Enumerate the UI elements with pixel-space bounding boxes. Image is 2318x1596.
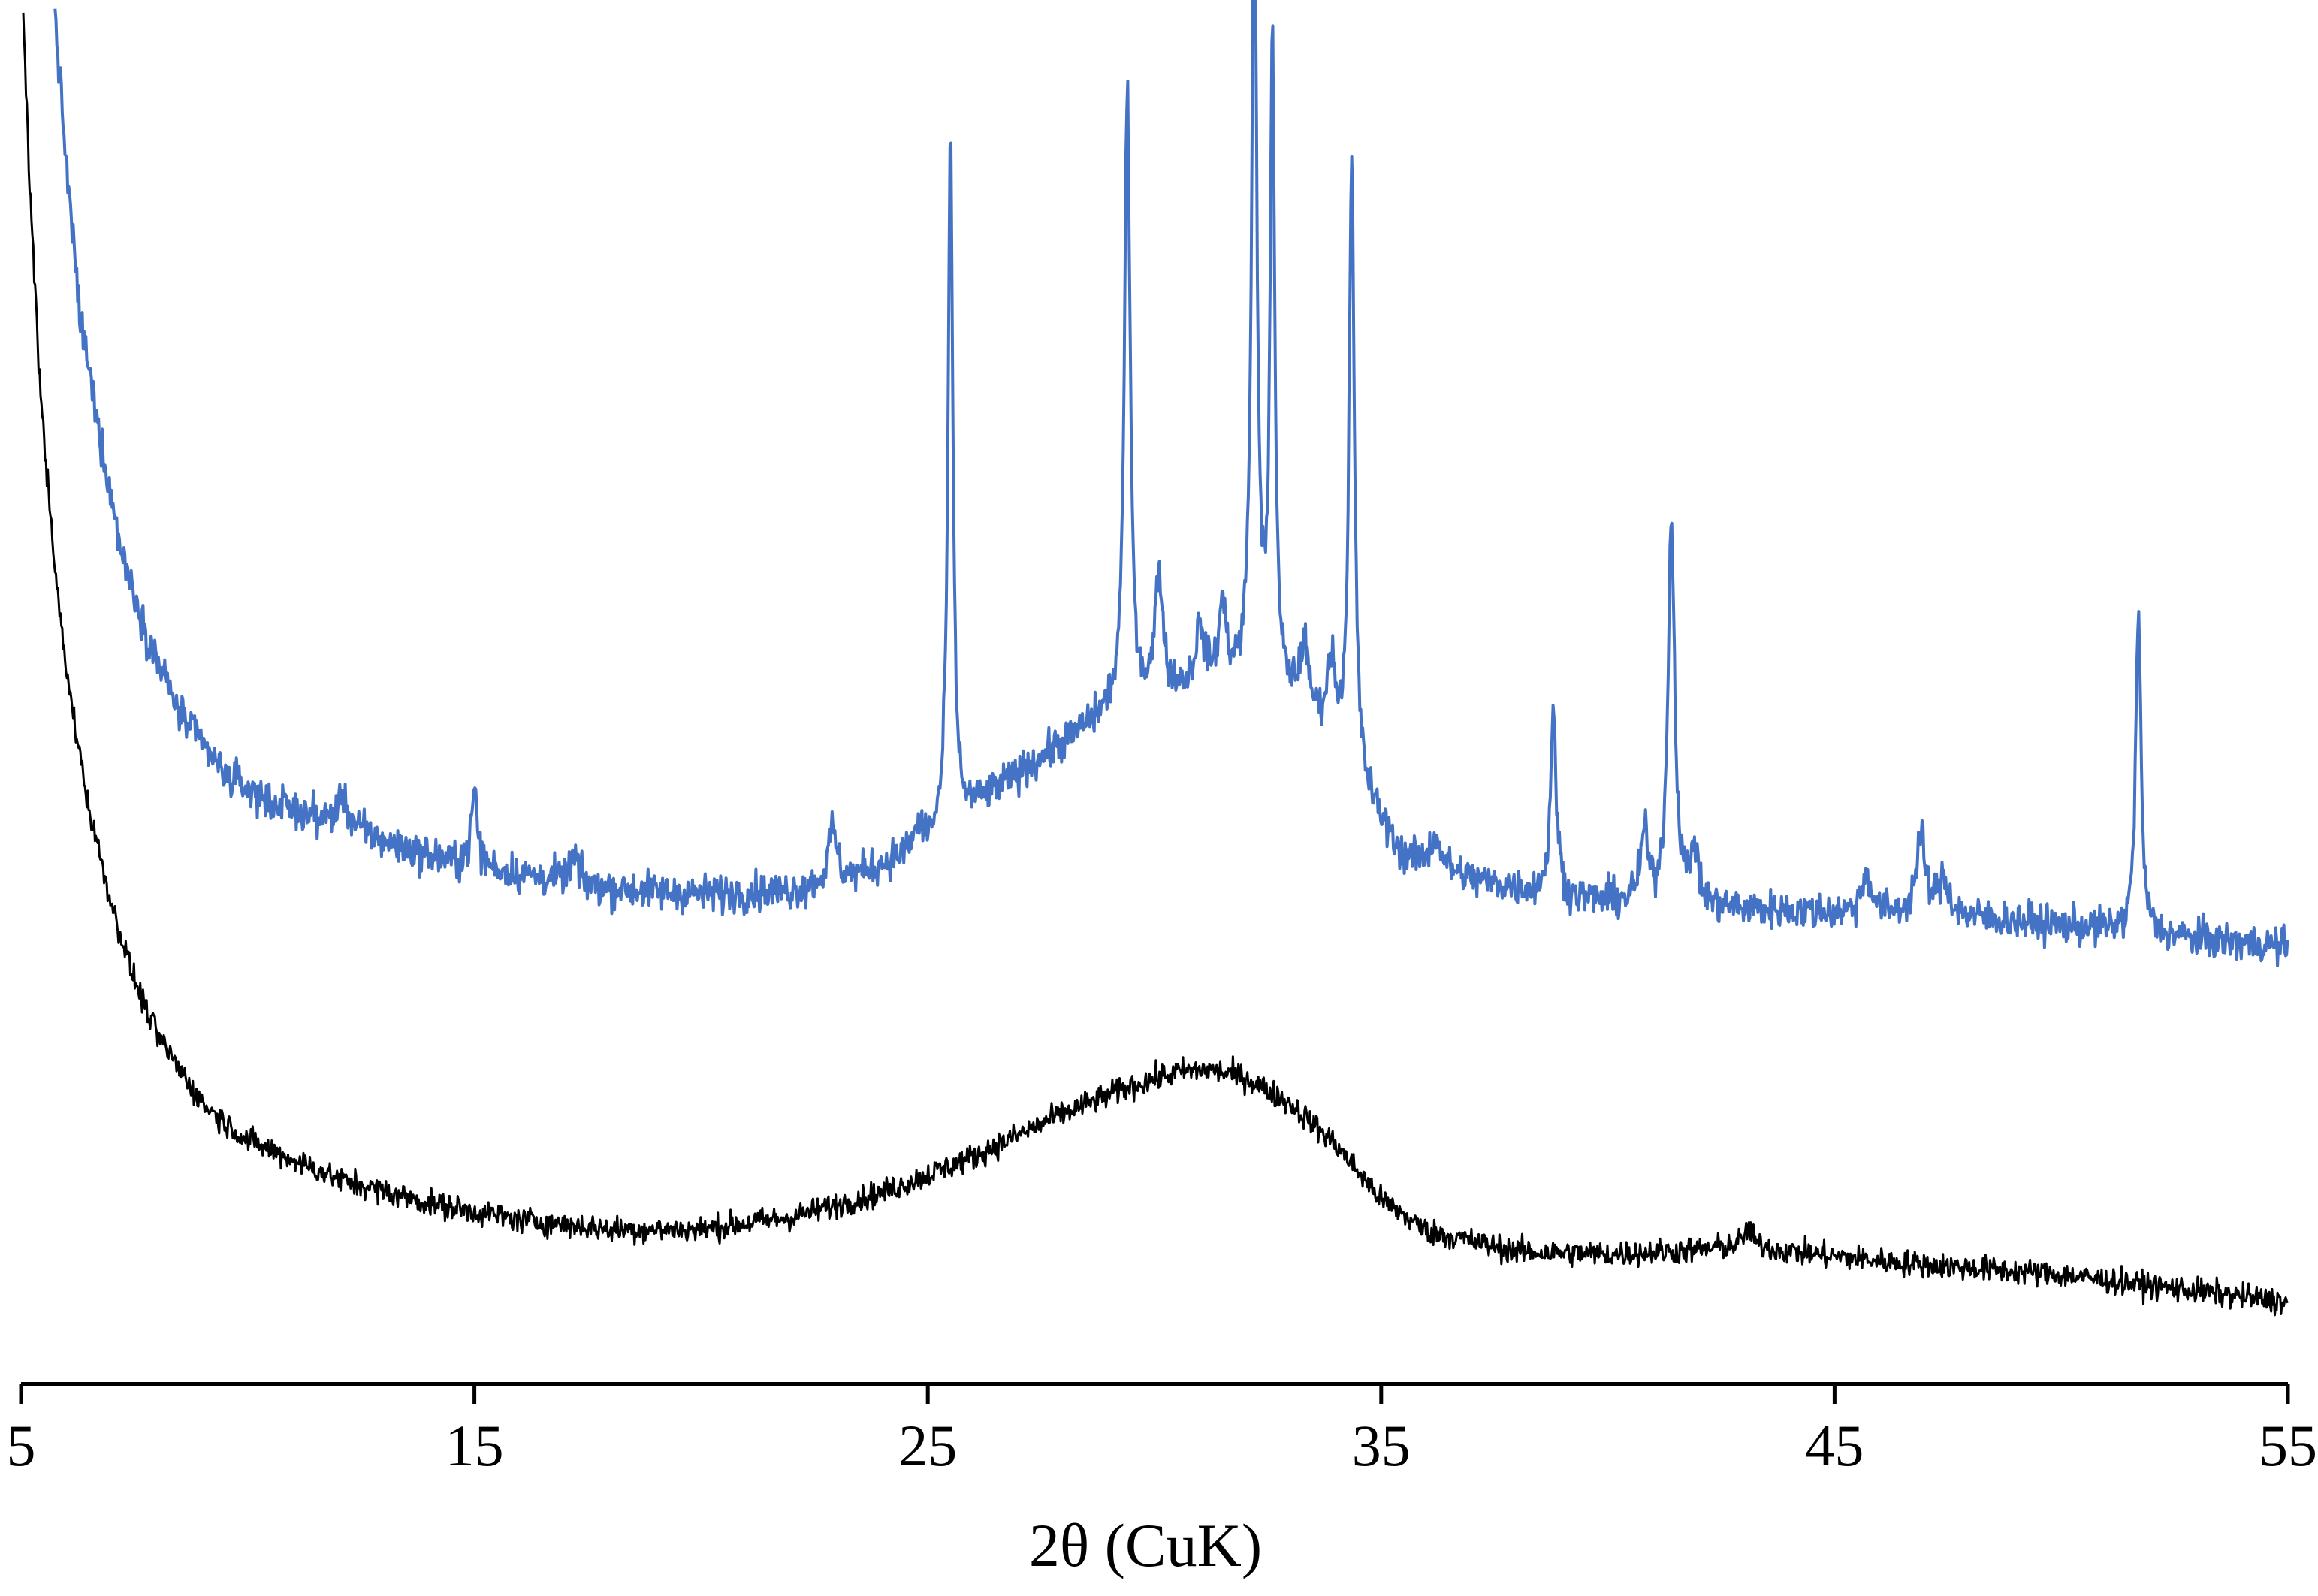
x-tick-label: 35 <box>1352 1413 1411 1478</box>
x-axis-title: 2θ (CuK) <box>1029 1511 1262 1579</box>
x-tick-label: 5 <box>7 1413 36 1478</box>
series-layer <box>22 0 2289 1317</box>
x-tick-label: 55 <box>2259 1413 2317 1478</box>
x-ticks: 5 15 25 35 45 55 <box>7 1384 2317 1478</box>
series-line-black <box>22 12 2289 1317</box>
series-line-blue <box>53 0 2289 968</box>
x-tick-label: 45 <box>1805 1413 1864 1478</box>
x-tick-label: 25 <box>898 1413 957 1478</box>
x-tick-label: 15 <box>445 1413 504 1478</box>
